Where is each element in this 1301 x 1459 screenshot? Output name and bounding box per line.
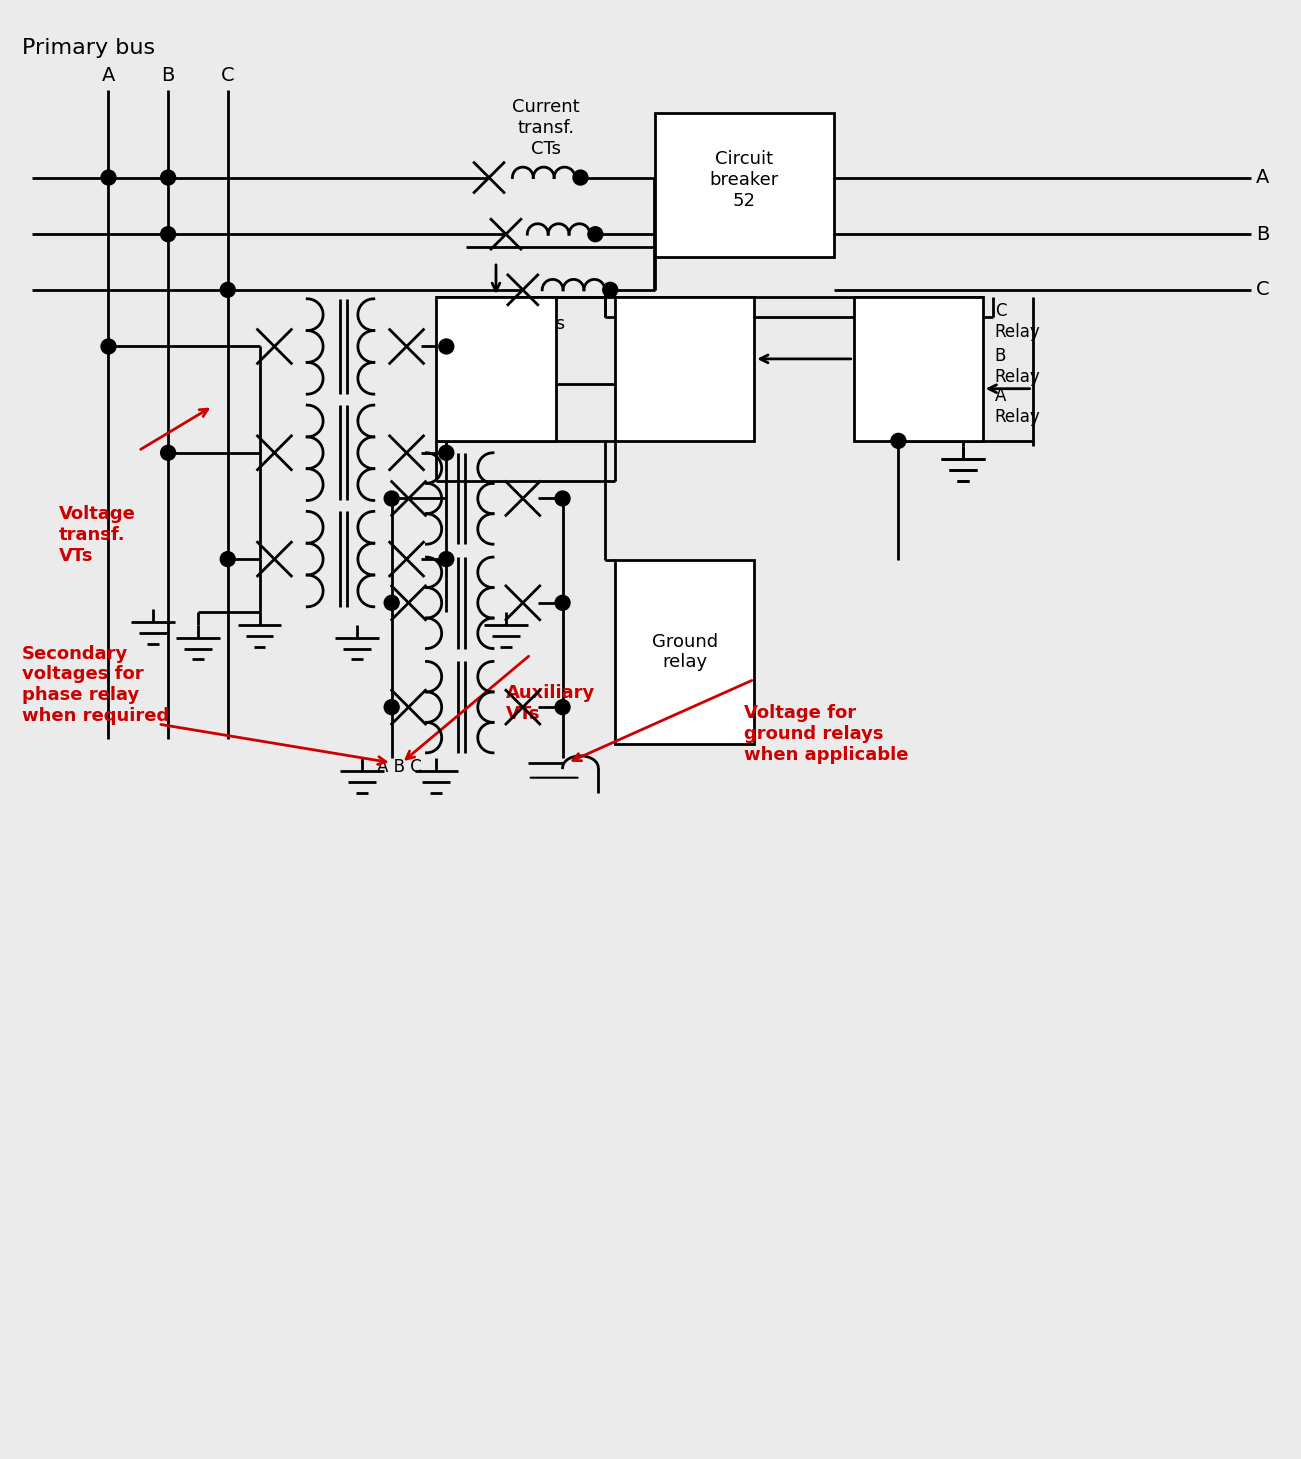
Text: A: A (1255, 168, 1270, 187)
Bar (615, 560, 755, 744)
Text: Secondary
voltages for
phase relay
when required: Secondary voltages for phase relay when … (22, 645, 169, 725)
Circle shape (438, 445, 454, 460)
Circle shape (101, 338, 116, 355)
Text: A
Relay: A Relay (995, 387, 1041, 426)
Circle shape (891, 433, 905, 448)
Circle shape (384, 492, 399, 506)
Text: Current
transf.
CTs: Current transf. CTs (511, 98, 579, 158)
Circle shape (160, 171, 176, 185)
Circle shape (556, 595, 570, 610)
Circle shape (438, 552, 454, 566)
Text: A: A (101, 66, 116, 85)
Circle shape (438, 338, 454, 355)
Circle shape (572, 171, 588, 185)
Text: Primary bus: Primary bus (22, 38, 155, 58)
Bar (436, 296, 556, 441)
Text: B: B (1255, 225, 1270, 244)
Text: C: C (221, 66, 234, 85)
Text: A B C: A B C (377, 757, 422, 776)
Circle shape (602, 283, 618, 298)
Circle shape (160, 445, 176, 460)
Text: Circuit
breaker
52: Circuit breaker 52 (710, 150, 779, 210)
Text: B: B (161, 66, 174, 85)
Circle shape (220, 552, 235, 566)
Text: B
Relay: B Relay (995, 347, 1041, 385)
Text: Phase relays: Phase relays (451, 315, 566, 333)
Text: C
Relay: C Relay (995, 302, 1041, 340)
Text: C: C (1255, 280, 1270, 299)
Text: Ground
relay: Ground relay (652, 633, 718, 671)
Text: Auxiliary
VTs: Auxiliary VTs (506, 684, 595, 724)
Bar (654, 112, 834, 257)
Circle shape (556, 700, 570, 715)
Text: Voltage for
ground relays
when applicable: Voltage for ground relays when applicabl… (744, 705, 909, 763)
Bar (615, 296, 755, 441)
Circle shape (220, 283, 235, 298)
Text: Voltage
transf.
VTs: Voltage transf. VTs (59, 505, 135, 565)
Bar (853, 296, 982, 441)
Circle shape (160, 226, 176, 242)
Circle shape (384, 595, 399, 610)
Circle shape (101, 171, 116, 185)
Circle shape (556, 492, 570, 506)
Circle shape (588, 226, 602, 242)
Circle shape (384, 700, 399, 715)
